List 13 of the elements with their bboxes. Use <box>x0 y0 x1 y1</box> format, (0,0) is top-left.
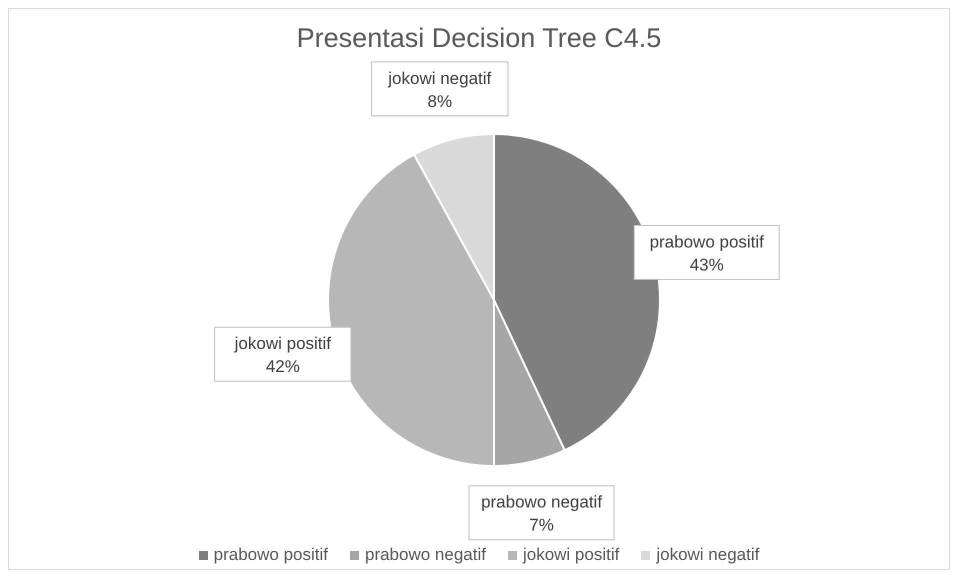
slice-label: jokowi positif <box>234 334 332 354</box>
data-label: 42% <box>266 357 300 376</box>
data-label: 8% <box>427 92 452 111</box>
legend-label: jokowi negatif <box>656 545 760 565</box>
legend-label: prabowo positif <box>214 545 328 565</box>
chart-title: Presentasi Decision Tree C4.5 <box>296 23 662 54</box>
slice-label: jokowi negatif <box>387 68 492 88</box>
legend-label: prabowo negatif <box>364 545 486 565</box>
data-label: 7% <box>529 516 554 535</box>
data-label: 43% <box>690 255 724 274</box>
legend-label: jokowi positif <box>522 545 620 565</box>
slice-label: prabowo negatif <box>481 492 602 512</box>
slice-label: prabowo positif <box>650 232 764 252</box>
